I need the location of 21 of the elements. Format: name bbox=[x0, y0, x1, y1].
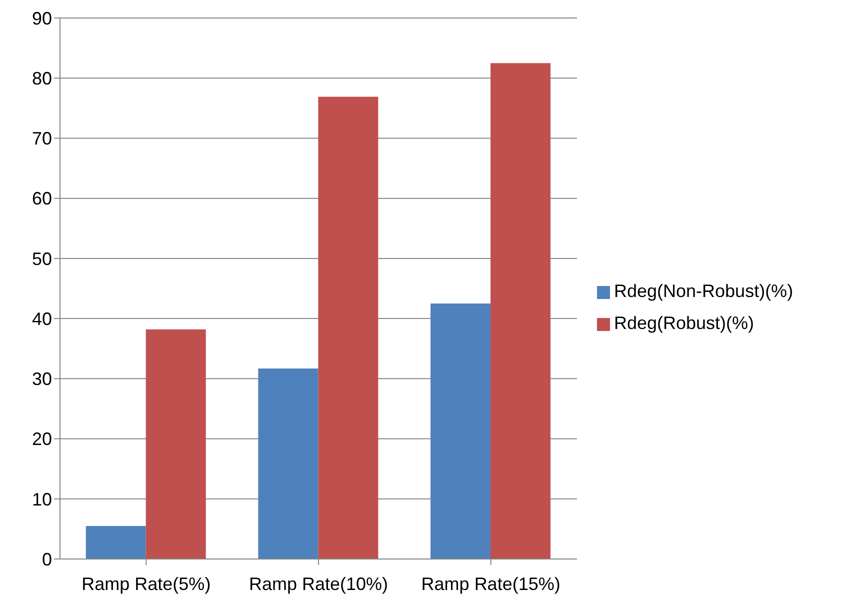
bar bbox=[318, 96, 378, 559]
y-tick-label: 90 bbox=[32, 8, 52, 28]
x-tick-label: Ramp Rate(10%) bbox=[248, 574, 388, 594]
y-tick-label: 20 bbox=[32, 429, 52, 450]
y-tick-label: 70 bbox=[32, 128, 52, 149]
bar bbox=[258, 368, 318, 559]
y-tick-label: 40 bbox=[32, 308, 52, 329]
y-tick-label: 50 bbox=[32, 248, 52, 269]
y-tick-label: 0 bbox=[42, 549, 52, 570]
y-tick-label: 60 bbox=[32, 188, 52, 209]
y-tick-label: 80 bbox=[32, 68, 52, 88]
legend-label: Rdeg(Non-Robust)(%) bbox=[614, 281, 794, 301]
x-tick-label: Ramp Rate(15%) bbox=[421, 574, 560, 594]
legend-label: Rdeg(Robust)(%) bbox=[614, 313, 754, 333]
bar bbox=[86, 526, 146, 559]
y-tick-label: 10 bbox=[32, 489, 52, 510]
x-tick-label: Ramp Rate(5%) bbox=[82, 574, 211, 594]
bar bbox=[430, 304, 491, 559]
bar bbox=[146, 329, 206, 559]
bar bbox=[490, 63, 551, 559]
y-tick-label: 30 bbox=[32, 369, 52, 390]
